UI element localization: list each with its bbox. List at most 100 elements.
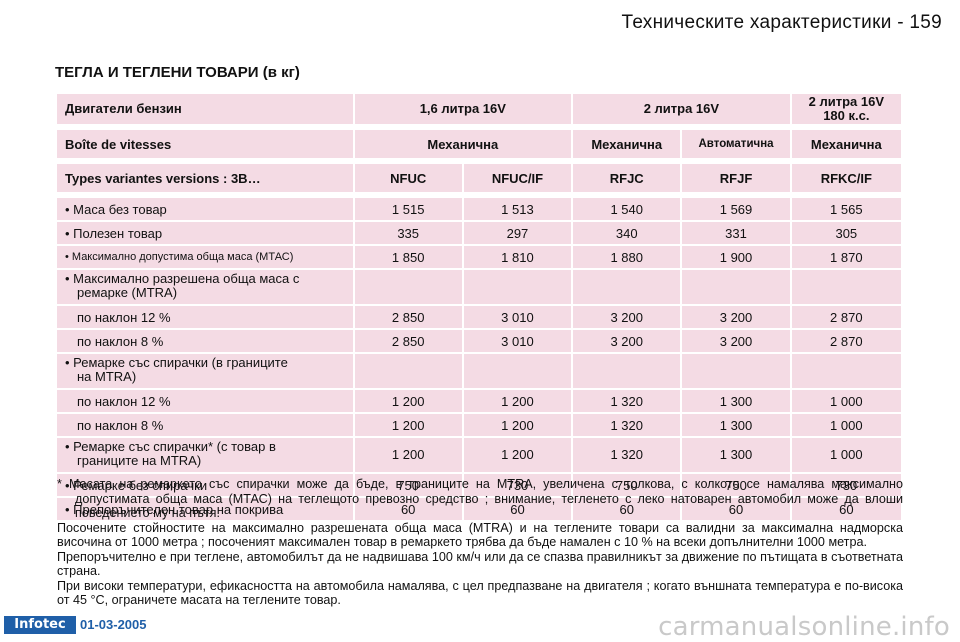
cell-value: 331	[682, 222, 790, 244]
table-row: по наклон 8 % 2 850 3 010 3 200 3 200 2 870	[57, 330, 901, 352]
cell-value	[463, 354, 572, 388]
site-watermark: carmanualsonline.info	[658, 612, 950, 642]
cell-value: 1 513	[463, 198, 572, 220]
row-label: по наклон 8 %	[57, 414, 353, 436]
table-row: • Препоръчителен товар на покрива 60 60 60 6…	[57, 498, 901, 520]
row-label-line: • Маса без товар	[65, 201, 167, 217]
cell-value	[682, 270, 790, 304]
table-row: по наклон 8 % 1 200 1 200 1 320 1 300 1 000	[57, 414, 901, 436]
table-row: • Ремарке със спирачки (в границите на МТ…	[57, 354, 901, 388]
types-row: Types variantes versions : 3B… NFUC NFUC…	[57, 164, 901, 192]
table-row: по наклон 12 % 2 850 3 010 3 200 3 200 2 870	[57, 306, 901, 328]
cell-value: 1 540	[573, 198, 681, 220]
cell-value: 3 200	[682, 306, 790, 328]
row-label-line: по наклон 12 %	[77, 309, 171, 325]
engine-row: Двигатели бензин 1,6 литра 16V 2 литра 1…	[57, 94, 901, 124]
table-row: • Маса без товар 1 515 1 513 1 540 1 569 1 56…	[57, 198, 901, 220]
table-row: • Максимално разрешена обща маса с ремарк…	[57, 270, 901, 304]
cell-value: 1 880	[573, 246, 681, 268]
cell-value: 3 200	[682, 330, 790, 352]
infotec-logo: Infotec	[4, 616, 76, 634]
page-header-title: Техническите характеристики - 159	[621, 12, 942, 33]
row-label-line: • Ремарке със спирачки (в границите	[65, 355, 288, 370]
note-altitude: Посочените стойностите на максимално раз…	[57, 520, 903, 550]
cell-value: 1 000	[791, 438, 901, 472]
row-label: • Ремарке със спирачки* (с товар в границ…	[57, 438, 353, 472]
cell-value: 1 200	[354, 438, 462, 472]
cell-value: 3 200	[573, 330, 681, 352]
engine-1-6-header: 1,6 литра 16V	[354, 94, 572, 124]
row-label: • Полезен товар	[57, 222, 353, 244]
cell-value: 1 810	[463, 246, 572, 268]
cell-value: 1 000	[791, 414, 901, 436]
row-label-line: • Максимално разрешена обща маса с	[65, 271, 300, 286]
cell-value: 1 200	[463, 438, 572, 472]
cell-value	[573, 354, 681, 388]
cell-value	[354, 354, 462, 388]
row-label-line: • Ремарке със спирачки* (с товар в	[65, 439, 276, 454]
cell-value: 1 320	[573, 390, 681, 412]
table-row: • Ремарке без спирачки 750 730 750 750 730	[57, 474, 901, 496]
table-row: • Максимално допустима обща маса (МТАС) 1…	[57, 246, 901, 268]
gearbox-col-4: Механична	[791, 130, 901, 158]
cell-value: 750	[573, 474, 681, 496]
engine-2-0-180-line1: 2 литра 16V	[808, 94, 885, 109]
cell-value: 1 200	[463, 390, 572, 412]
type-code: RFKC/IF	[791, 164, 901, 192]
mass-data-rows: • Маса без товар 1 515 1 513 1 540 1 569 1 56…	[57, 198, 901, 520]
cell-value: 60	[682, 498, 790, 520]
cell-value: 60	[573, 498, 681, 520]
cell-value: 1 565	[791, 198, 901, 220]
engine-row-label: Двигатели бензин	[57, 94, 353, 124]
row-label: • Ремарке със спирачки (в границите на МТ…	[57, 354, 353, 388]
footer-date: 01-03-2005	[80, 617, 147, 632]
row-label-line: • Полезен товар	[65, 225, 163, 241]
footnote-trailer-mass: * Масата на ремаркето със спирачки може …	[57, 477, 903, 520]
cell-value: 2 870	[791, 306, 901, 328]
note-temperature: При високи температури, ефикасността на …	[57, 578, 903, 608]
row-label: • Маса без товар	[57, 198, 353, 220]
table-row: по наклон 12 % 1 200 1 200 1 320 1 300 1 000	[57, 390, 901, 412]
section-title: ТЕГЛА И ТЕГЛЕНИ ТОВАРИ (в кг)	[55, 64, 300, 81]
type-code: NFUC/IF	[463, 164, 572, 192]
specifications-table: Двигатели бензин 1,6 литра 16V 2 литра 1…	[55, 92, 903, 522]
row-label-line: ремарке (МТRA)	[77, 285, 178, 300]
cell-value: 1 515	[354, 198, 462, 220]
cell-value: 335	[354, 222, 462, 244]
cell-value: 1 320	[573, 414, 681, 436]
row-label-line: по наклон 8 %	[77, 333, 164, 349]
cell-value: 60	[463, 498, 572, 520]
gearbox-col-1: Механична	[354, 130, 572, 158]
table-row: • Полезен товар 335 297 340 331 305	[57, 222, 901, 244]
cell-value: 305	[791, 222, 901, 244]
type-code: RFJC	[573, 164, 681, 192]
cell-value: 60	[354, 498, 462, 520]
cell-value: 3 010	[463, 330, 572, 352]
cell-value: 1 900	[682, 246, 790, 268]
row-label-line: границите на МТRA)	[77, 453, 202, 468]
cell-value: 730	[463, 474, 572, 496]
row-label: • Максимално разрешена обща маса с ремарк…	[57, 270, 353, 304]
cell-value: 3 200	[573, 306, 681, 328]
cell-value: 1 200	[463, 414, 572, 436]
cell-value: 1 850	[354, 246, 462, 268]
row-label-line: • Максимално допустима обща маса (МТАС)	[65, 251, 294, 263]
row-label-line: • Ремарке без спирачки	[65, 477, 208, 493]
row-label-line: на МТRA)	[77, 369, 137, 384]
cell-value: 1 569	[682, 198, 790, 220]
cell-value: 1 300	[682, 390, 790, 412]
row-label: по наклон 12 %	[57, 306, 353, 328]
engine-2-0-180-line2: 180 к.с.	[823, 108, 870, 123]
engine-2-0-header: 2 литра 16V	[573, 94, 790, 124]
type-code: NFUC	[354, 164, 462, 192]
row-label: • Ремарке без спирачки	[57, 474, 353, 496]
cell-value: 297	[463, 222, 572, 244]
cell-value: 60	[791, 498, 901, 520]
cell-value: 1 870	[791, 246, 901, 268]
cell-value	[463, 270, 572, 304]
row-label-line: по наклон 12 %	[77, 393, 171, 409]
cell-value	[573, 270, 681, 304]
gearbox-row: Boîte de vitesses Механична Механична Ав…	[57, 130, 901, 158]
cell-value: 2 850	[354, 330, 462, 352]
row-label: • Препоръчителен товар на покрива	[57, 498, 353, 520]
